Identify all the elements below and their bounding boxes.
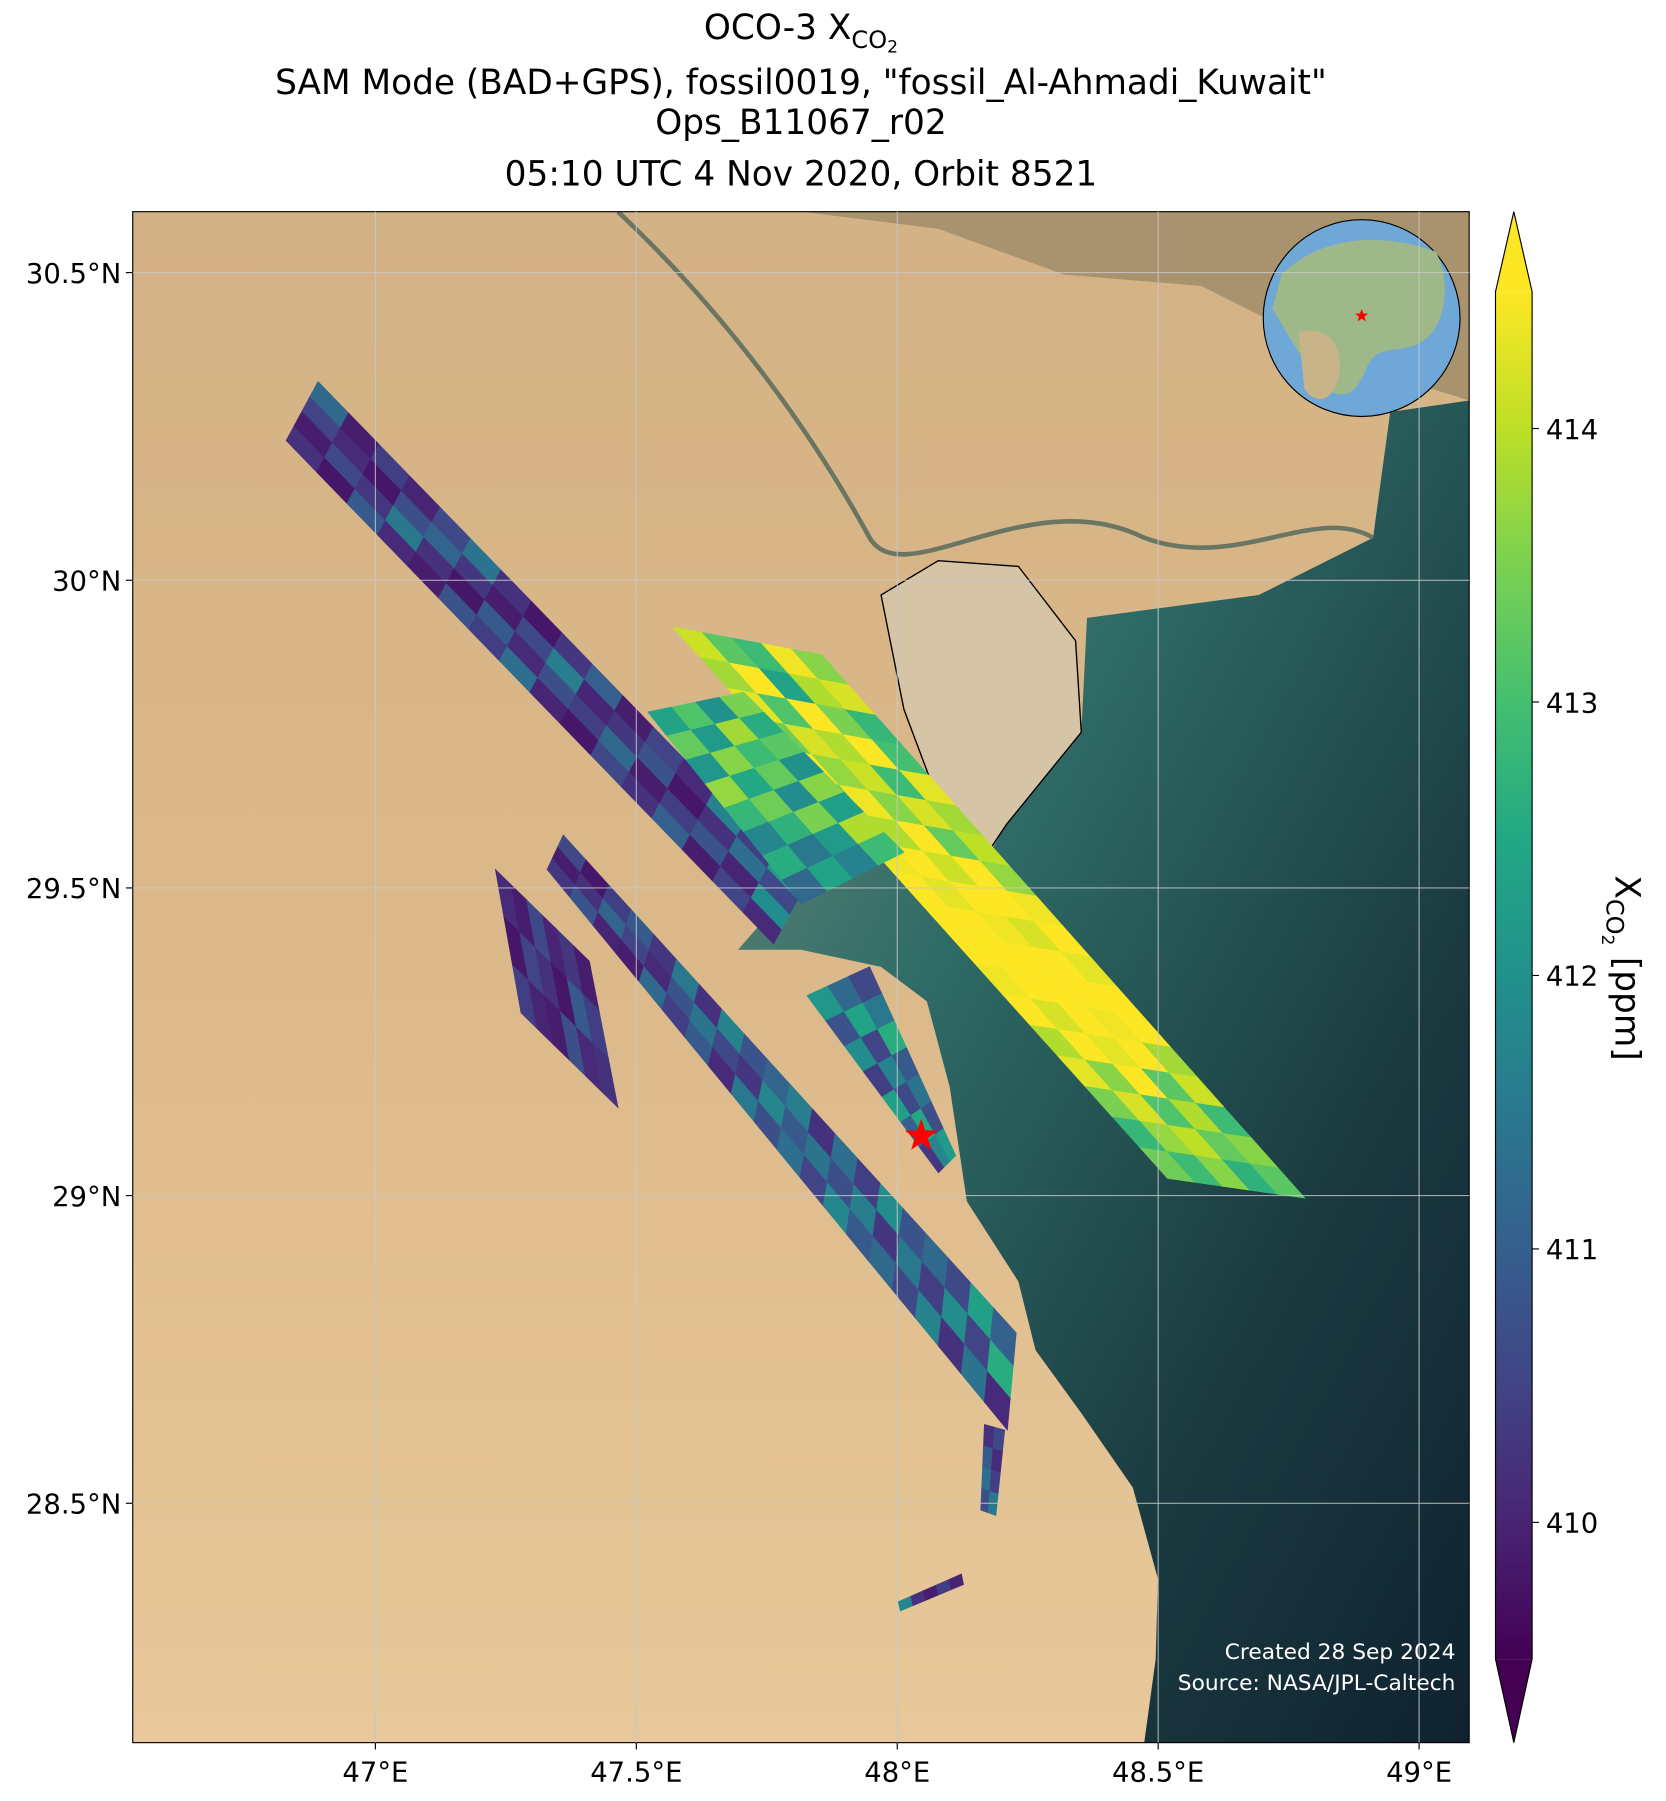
cb-label-main: X	[1607, 875, 1647, 899]
y-tick-label: 29°N	[52, 1182, 121, 1213]
bubiyan-island	[880, 559, 1082, 877]
x-tick-label: 47°E	[342, 1758, 408, 1789]
xco2-cell	[948, 1573, 964, 1591]
x-tick-label: 48°E	[864, 1758, 930, 1789]
target-site	[904, 1118, 938, 1150]
title-main: OCO-3 X	[704, 8, 852, 48]
globe-desert	[1298, 330, 1340, 400]
colorbar-over	[1495, 211, 1533, 292]
colorbar-tick-label: 414	[1546, 415, 1598, 446]
title-subsub: 2	[887, 38, 898, 58]
colorbar-under	[1495, 1659, 1533, 1743]
y-tick-label: 30.5°N	[26, 259, 121, 290]
xco2-cell	[989, 1469, 1001, 1495]
y-tick-label: 28.5°N	[26, 1490, 121, 1521]
cb-label-sub: CO	[1600, 899, 1628, 935]
colorbar-label: XCO2 [ppm]	[1597, 875, 1647, 1060]
chart-title: OCO-3 XCO2	[704, 8, 898, 58]
y-tick-label: 29.5°N	[26, 874, 121, 905]
subtitle: SAM Mode (BAD+GPS), fossil0019, "fossil_…	[275, 63, 1327, 103]
xco2-cell	[857, 831, 905, 866]
colorbar-tick-label: 413	[1546, 688, 1598, 719]
cb-label-subsub: 2	[1597, 935, 1617, 946]
river	[616, 211, 1375, 557]
colorbar-tick-label: 410	[1546, 1509, 1598, 1540]
xco2-cell	[1249, 1163, 1306, 1199]
xco2-cell	[935, 1128, 957, 1162]
colorbar-tick-label: 411	[1546, 1235, 1598, 1266]
y-tick-label: 30°N	[52, 567, 121, 598]
x-tick-label: 47.5°E	[590, 1758, 682, 1789]
subtitle: Ops_B11067_r02	[655, 103, 946, 143]
globe-target	[1355, 308, 1369, 322]
xco2-cell	[991, 1448, 1003, 1474]
title-sub: CO	[851, 26, 887, 54]
colorbar	[1495, 291, 1533, 1660]
credit: Source: NASA/JPL-Caltech	[1178, 1671, 1456, 1696]
xco2-cell	[591, 1042, 619, 1109]
x-tick-label: 48.5°E	[1112, 1758, 1204, 1789]
credit: Created 28 Sep 2024	[1225, 1640, 1456, 1665]
basemap	[132, 211, 1470, 1743]
xco2-cell	[983, 1424, 995, 1450]
colorbar-outline	[1494, 211, 1533, 1743]
xco2-cell	[990, 1307, 1017, 1367]
subtitle: 05:10 UTC 4 Nov 2020, Orbit 8521	[505, 154, 1098, 194]
cb-label-unit: [ppm]	[1607, 957, 1647, 1061]
x-tick-label: 49°E	[1386, 1758, 1452, 1789]
map-frame	[132, 211, 1470, 1744]
colorbar-tick-label: 412	[1546, 962, 1598, 993]
xco2-cell	[992, 1426, 1006, 1452]
grid	[132, 211, 1470, 1743]
